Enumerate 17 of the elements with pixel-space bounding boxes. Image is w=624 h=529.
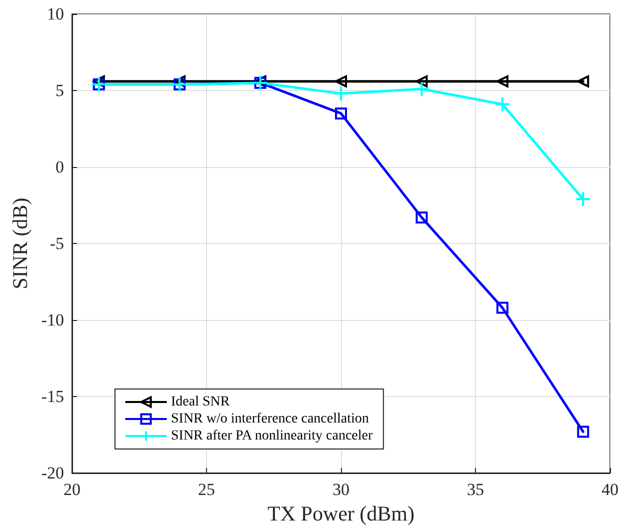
legend-label: SINR after PA nonlinearity canceler	[171, 428, 373, 444]
x-tick-label: 25	[198, 480, 215, 499]
x-tick-label: 40	[602, 480, 618, 499]
legend-label: Ideal SNR	[171, 394, 230, 410]
y-tick-label: 5	[56, 81, 64, 100]
x-tick-label: 20	[64, 480, 80, 499]
y-tick-label: -10	[41, 310, 64, 330]
x-tick-label: 30	[332, 480, 350, 499]
legend-label: SINR w/o interference cancellation	[171, 412, 369, 426]
x-axis-title: TX Power (dBm)	[268, 502, 414, 526]
y-tick-label: 0	[56, 158, 64, 176]
y-tick-label: -5	[50, 234, 64, 253]
y-axis-title: SINR (dB)	[8, 198, 32, 290]
y-tick-label: -15	[41, 387, 64, 406]
x-tick-label: 35	[467, 480, 484, 499]
y-tick-label: 10	[47, 4, 64, 24]
y-tick-label: -20	[41, 464, 64, 482]
